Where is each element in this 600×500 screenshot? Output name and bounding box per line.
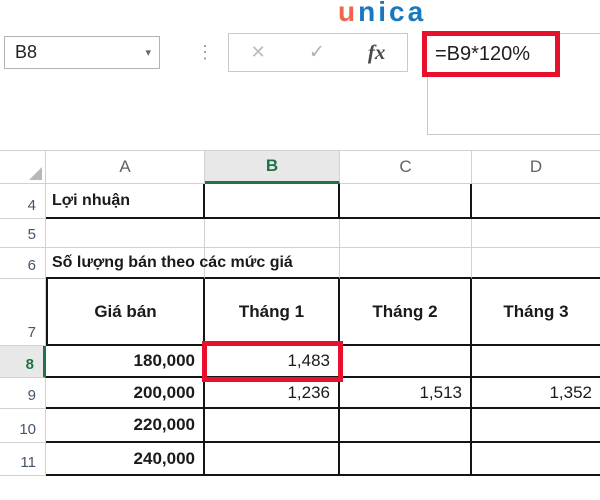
cell-a9[interactable]: 200,000 bbox=[46, 378, 205, 409]
brand-logo: unica bbox=[338, 0, 426, 27]
cell-b5[interactable] bbox=[205, 219, 340, 248]
row-header-9[interactable]: 9 bbox=[0, 378, 46, 409]
cell-c10[interactable] bbox=[340, 409, 472, 443]
brand-logo-left: u bbox=[338, 0, 359, 27]
cell-a11[interactable]: 240,000 bbox=[46, 443, 205, 476]
row-header-11[interactable]: 11 bbox=[0, 443, 46, 476]
cell-d6[interactable] bbox=[472, 248, 600, 279]
cell-b9[interactable]: 1,236 bbox=[205, 378, 340, 409]
cell-d11[interactable] bbox=[472, 443, 600, 476]
insert-function-icon[interactable]: fx bbox=[367, 40, 386, 64]
column-header-b[interactable]: B bbox=[205, 151, 340, 184]
cell-c11[interactable] bbox=[340, 443, 472, 476]
cell-d10[interactable] bbox=[472, 409, 600, 443]
row-header-6[interactable]: 6 bbox=[0, 248, 46, 279]
row-header-8[interactable]: 8 bbox=[0, 346, 46, 378]
cell-c7[interactable]: Tháng 2 bbox=[340, 279, 472, 346]
cell-b11[interactable] bbox=[205, 443, 340, 476]
drag-handle-dots-icon[interactable]: ⋮ bbox=[196, 42, 214, 62]
column-header-c[interactable]: C bbox=[340, 151, 472, 184]
select-all-triangle-icon bbox=[29, 167, 42, 180]
column-header-d[interactable]: D bbox=[472, 151, 600, 184]
cell-b6[interactable] bbox=[205, 248, 340, 279]
chevron-down-icon[interactable]: ▾ bbox=[145, 47, 151, 59]
name-box-value: B8 bbox=[15, 42, 38, 62]
cell-c4[interactable] bbox=[340, 184, 472, 219]
cell-a10[interactable]: 220,000 bbox=[46, 409, 205, 443]
cell-d5[interactable] bbox=[472, 219, 600, 248]
cell-d9[interactable]: 1,352 bbox=[472, 378, 600, 409]
cancel-icon[interactable]: ✕ bbox=[250, 42, 266, 62]
select-all-button[interactable] bbox=[0, 151, 46, 184]
cell-a7[interactable]: Giá bán bbox=[46, 279, 205, 346]
cell-d7[interactable]: Tháng 3 bbox=[472, 279, 600, 346]
row-header-7[interactable]: 7 bbox=[0, 279, 46, 346]
row-header-5[interactable]: 5 bbox=[0, 219, 46, 248]
brand-logo-right: nica bbox=[358, 0, 427, 27]
cell-c9[interactable]: 1,513 bbox=[340, 378, 472, 409]
cell-c5[interactable] bbox=[340, 219, 472, 248]
column-header-a[interactable]: A bbox=[46, 151, 205, 184]
cell-d8[interactable] bbox=[472, 346, 600, 378]
cell-a5[interactable] bbox=[46, 219, 205, 248]
row-header-10[interactable]: 10 bbox=[0, 409, 46, 443]
cell-d4[interactable] bbox=[472, 184, 600, 219]
formula-annotation-red-box: =B9*120% bbox=[422, 31, 560, 77]
spreadsheet-grid: A B C D 4 Lợi nhuận 5 6 Số lượng bán the… bbox=[0, 150, 600, 476]
cell-a6[interactable]: Số lượng bán theo các mức giá bbox=[46, 248, 293, 279]
cell-b10[interactable] bbox=[205, 409, 340, 443]
cell-b7[interactable]: Tháng 1 bbox=[205, 279, 340, 346]
cell-a8[interactable]: 180,000 bbox=[46, 346, 205, 378]
formula-bar-buttons: ✕ ✓ fx bbox=[228, 33, 408, 72]
cell-c8[interactable] bbox=[340, 346, 472, 378]
row-header-4[interactable]: 4 bbox=[0, 184, 46, 219]
name-box[interactable]: B8 ▾ bbox=[4, 36, 160, 69]
formula-text[interactable]: =B9*120% bbox=[435, 42, 531, 65]
cell-c6[interactable] bbox=[340, 248, 472, 279]
cell-b8[interactable]: 1,483 bbox=[205, 346, 340, 378]
enter-icon[interactable]: ✓ bbox=[308, 42, 325, 63]
cell-b4[interactable] bbox=[205, 184, 340, 219]
cell-a4[interactable]: Lợi nhuận bbox=[46, 184, 205, 219]
